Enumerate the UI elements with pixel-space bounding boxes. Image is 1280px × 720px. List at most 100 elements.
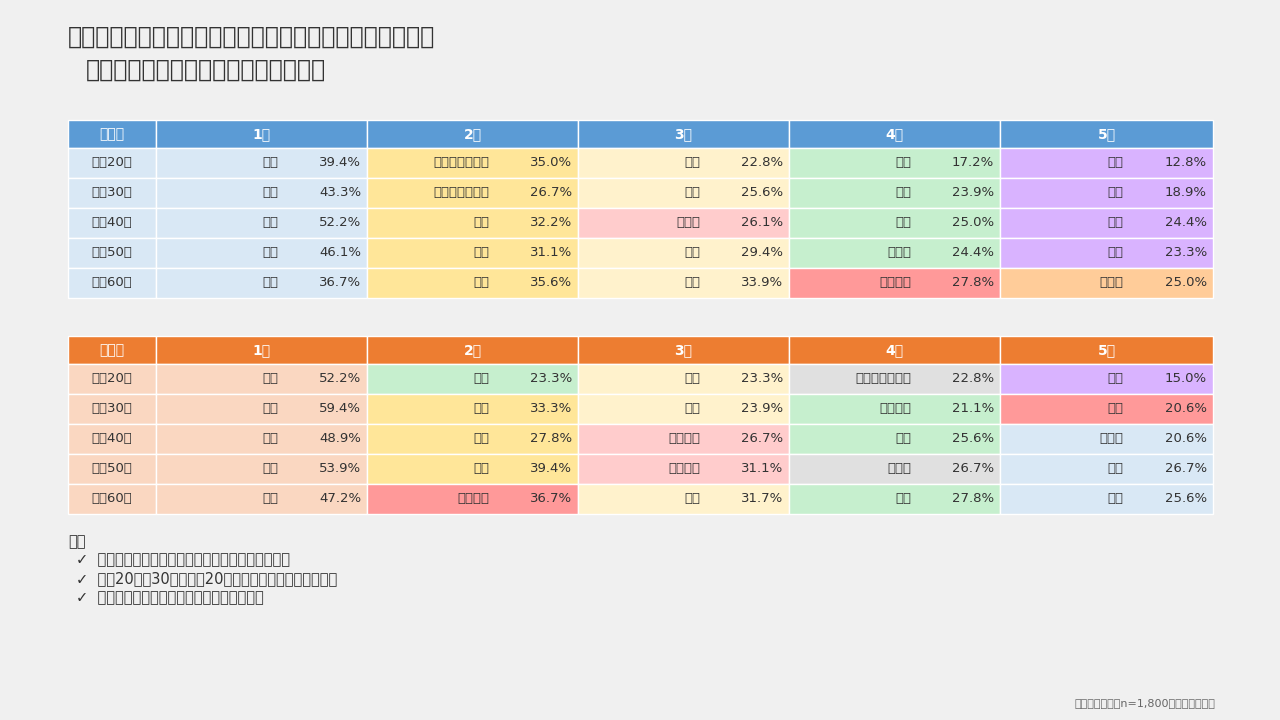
Bar [579,336,788,364]
Bar [156,208,367,238]
Text: 腹囲: 腹囲 [1107,186,1124,199]
Text: 25.6%: 25.6% [1165,492,1207,505]
Text: 39.4%: 39.4% [530,462,572,475]
Text: 結果: 結果 [68,534,86,549]
Text: 血糖値: 血糖値 [1100,433,1124,446]
Text: 視力: 視力 [474,402,489,415]
Bar [156,268,367,298]
Text: 53.9%: 53.9% [319,462,361,475]
Bar [367,120,579,148]
Text: 視力: 視力 [474,217,489,230]
Text: 23.3%: 23.3% [530,372,572,385]
Text: 男性50代: 男性50代 [92,246,132,259]
Text: 腹囲: 腹囲 [896,492,911,505]
Text: 腹囲: 腹囲 [1107,156,1124,169]
Bar [68,268,156,298]
Bar [1000,454,1213,484]
Text: 気にしていない: 気にしていない [855,372,911,385]
Text: 31.1%: 31.1% [530,246,572,259]
Text: 39.4%: 39.4% [319,156,361,169]
Text: 4位: 4位 [886,343,904,357]
Text: 22.8%: 22.8% [741,156,783,169]
Text: 以下の一般健康診断の項目のうち、あなたが気にしている: 以下の一般健康診断の項目のうち、あなたが気にしている [68,25,435,49]
Text: 35.0%: 35.0% [530,156,572,169]
Bar [156,454,367,484]
Bar [579,120,788,148]
Bar [68,336,156,364]
Bar [788,238,1000,268]
Bar [68,364,156,394]
Text: 血中脂質: 血中脂質 [879,402,911,415]
Text: 血中脂質: 血中脂質 [668,462,700,475]
Bar [68,394,156,424]
Bar [788,208,1000,238]
Bar [68,238,156,268]
Text: 35.6%: 35.6% [530,276,572,289]
Bar [788,484,1000,514]
Text: 31.7%: 31.7% [741,492,783,505]
Bar [156,120,367,148]
Bar [579,238,788,268]
Bar [367,394,579,424]
Text: ✓  どの性・世代でも体重が一位、視力、腹囲が上位: ✓ どの性・世代でも体重が一位、視力、腹囲が上位 [76,552,291,567]
Bar [788,148,1000,178]
Text: 視力: 視力 [685,492,700,505]
Text: 20.6%: 20.6% [1165,402,1207,415]
Bar [1000,268,1213,298]
Text: 血糖値: 血糖値 [887,462,911,475]
Text: 腹囲: 腹囲 [685,402,700,415]
Bar [68,178,156,208]
Text: 25.6%: 25.6% [952,433,995,446]
Text: 体重: 体重 [262,156,278,169]
Text: 2位: 2位 [463,127,481,141]
Bar [788,364,1000,394]
Text: 女性40代: 女性40代 [92,433,132,446]
Text: 21.1%: 21.1% [952,402,995,415]
Text: 血圧: 血圧 [896,186,911,199]
Bar [1000,208,1213,238]
Bar [367,178,579,208]
Bar [367,268,579,298]
Text: 5位: 5位 [1097,343,1116,357]
Text: 25.6%: 25.6% [741,186,783,199]
Bar [788,424,1000,454]
Text: 5位: 5位 [1097,127,1116,141]
Text: 視力: 視力 [685,246,700,259]
Bar [68,454,156,484]
Text: 視力: 視力 [474,433,489,446]
Text: 59.4%: 59.4% [319,402,361,415]
Text: 22.8%: 22.8% [952,372,995,385]
Bar [579,178,788,208]
Text: 視力: 視力 [685,372,700,385]
Bar [788,268,1000,298]
Text: 視力: 視力 [685,276,700,289]
Bar [367,148,579,178]
Text: 1位: 1位 [252,127,270,141]
Text: 32.2%: 32.2% [530,217,572,230]
Bar [156,336,367,364]
Text: 27.8%: 27.8% [952,492,995,505]
Text: 腹囲: 腹囲 [1107,217,1124,230]
Text: 体重: 体重 [262,217,278,230]
Bar [156,364,367,394]
Text: 47.2%: 47.2% [319,492,361,505]
Text: 視力: 視力 [685,156,700,169]
Text: 女性30代: 女性30代 [92,402,132,415]
Bar [367,336,579,364]
Text: 23.9%: 23.9% [741,402,783,415]
Bar [1000,238,1213,268]
Text: 25.0%: 25.0% [952,217,995,230]
Bar [367,484,579,514]
Bar [788,454,1000,484]
Text: 1位: 1位 [252,343,270,357]
Text: 腹囲: 腹囲 [1107,372,1124,385]
Bar [579,454,788,484]
Text: 18.9%: 18.9% [1165,186,1207,199]
Text: 24.4%: 24.4% [952,246,995,259]
Text: 貧血: 貧血 [1107,402,1124,415]
Text: ✓  男性では血圧が、女性では血中脂質が上位: ✓ 男性では血圧が、女性では血中脂質が上位 [76,590,264,605]
Text: 26.7%: 26.7% [741,433,783,446]
Text: 24.4%: 24.4% [1165,217,1207,230]
Text: 男性30代: 男性30代 [92,186,132,199]
Text: 体重: 体重 [262,492,278,505]
